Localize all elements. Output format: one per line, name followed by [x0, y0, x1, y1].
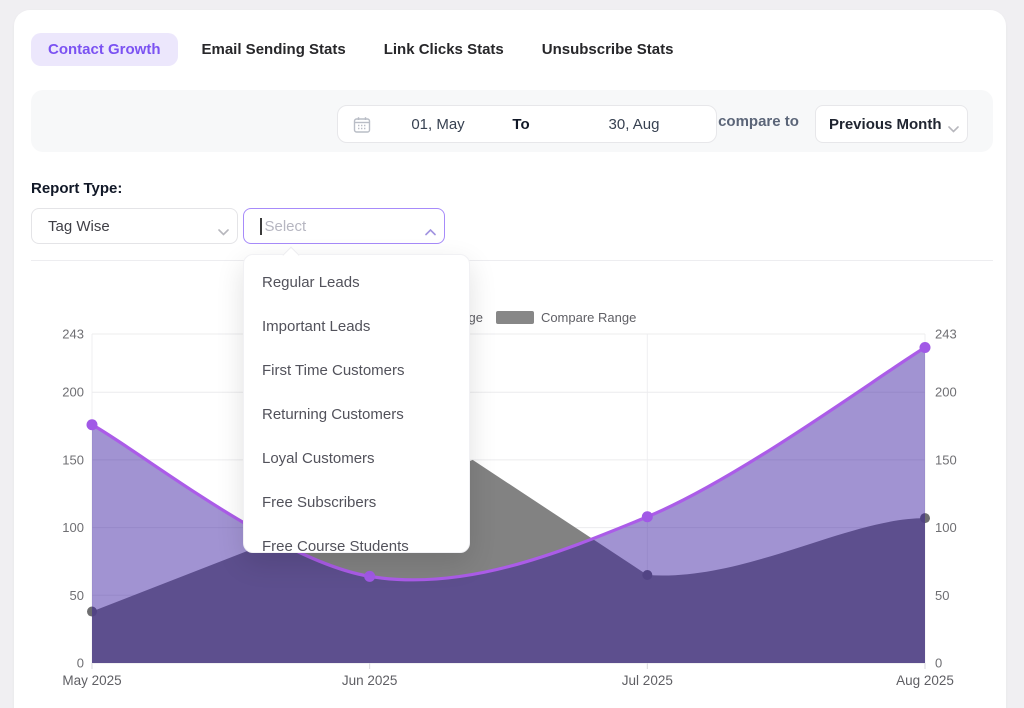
date-end-value[interactable]: 30, Aug — [608, 116, 660, 133]
svg-text:Aug 2025: Aug 2025 — [896, 673, 954, 688]
chevron-down-icon — [218, 223, 229, 241]
compare-period-select[interactable]: Previous Month — [815, 105, 968, 143]
tab-contact-growth[interactable]: Contact Growth — [31, 32, 178, 66]
svg-text:243: 243 — [62, 327, 84, 342]
svg-text:Jul 2025: Jul 2025 — [622, 673, 673, 688]
chevron-down-icon — [948, 120, 959, 138]
report-type-select[interactable]: Tag Wise — [31, 208, 238, 244]
report-tabs: Contact Growth Email Sending Stats Link … — [31, 32, 674, 66]
svg-text:50: 50 — [935, 588, 949, 603]
compare-period-value: Previous Month — [829, 115, 942, 133]
dropdown-option-first-time-customers[interactable]: First Time Customers — [262, 361, 405, 379]
svg-text:50: 50 — [70, 588, 84, 603]
svg-text:100: 100 — [935, 520, 957, 535]
chart-legend: Current Range Compare Range — [78, 308, 911, 326]
date-separator: To — [512, 116, 530, 133]
svg-text:0: 0 — [77, 656, 84, 671]
svg-text:Jun 2025: Jun 2025 — [342, 673, 398, 688]
svg-text:150: 150 — [935, 452, 957, 467]
svg-text:100: 100 — [62, 520, 84, 535]
tag-select-placeholder: Select — [264, 217, 307, 235]
legend-label: Compare Range — [540, 309, 637, 325]
dropdown-option-free-subscribers[interactable]: Free Subscribers — [262, 493, 377, 511]
svg-text:243: 243 — [935, 327, 957, 342]
analytics-card: Contact Growth Email Sending Stats Link … — [14, 10, 1006, 708]
svg-text:0: 0 — [935, 656, 942, 671]
dropdown-option-important-leads[interactable]: Important Leads — [262, 317, 371, 335]
tag-dropdown-panel: Regular Leads Important Leads First Time… — [243, 254, 470, 553]
section-divider — [31, 260, 993, 261]
svg-text:200: 200 — [62, 385, 84, 400]
date-range-picker[interactable]: 01, May To 30, Aug — [337, 105, 717, 143]
dropdown-option-returning-customers[interactable]: Returning Customers — [262, 405, 404, 423]
svg-text:200: 200 — [935, 385, 957, 400]
compare-to-label: compare to — [718, 113, 799, 130]
dropdown-option-free-course-students[interactable]: Free Course Students — [262, 537, 409, 553]
calendar-icon — [353, 116, 371, 139]
svg-text:May 2025: May 2025 — [62, 673, 121, 688]
chevron-up-icon — [425, 223, 436, 241]
tab-unsubscribe-stats[interactable]: Unsubscribe Stats — [541, 40, 674, 58]
report-type-label: Report Type: — [31, 180, 123, 197]
area-chart-svg: 0 0 50 50 100 100 150 150 200 200 243 243 May 2025 Ju… — [62, 327, 957, 689]
date-start-value[interactable]: 01, May — [411, 116, 465, 133]
tag-select[interactable]: Select — [243, 208, 445, 244]
svg-text:150: 150 — [62, 452, 84, 467]
tab-link-clicks-stats[interactable]: Link Clicks Stats — [383, 40, 504, 58]
dropdown-option-regular-leads[interactable]: Regular Leads — [262, 273, 360, 291]
compare-range-swatch — [495, 310, 534, 324]
contact-growth-chart[interactable]: 0 0 50 50 100 100 150 150 200 200 243 243 May 2025 Ju… — [40, 325, 1010, 703]
legend-item-compare-range[interactable]: Compare Range — [495, 309, 637, 325]
report-type-value: Tag Wise — [48, 217, 110, 235]
dropdown-option-loyal-customers[interactable]: Loyal Customers — [262, 449, 375, 467]
text-caret — [260, 217, 262, 235]
tab-email-sending-stats[interactable]: Email Sending Stats — [201, 40, 346, 58]
